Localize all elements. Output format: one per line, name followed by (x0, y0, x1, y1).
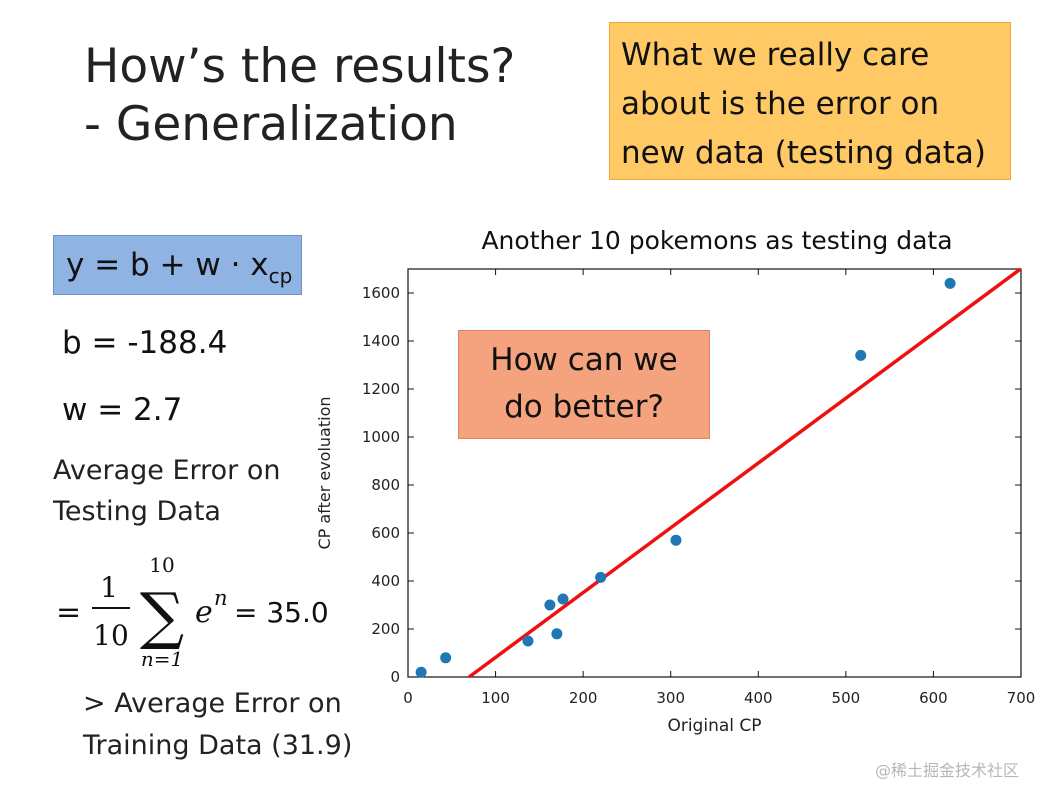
fraction-denominator: 10 (93, 619, 129, 652)
y-tick-label: 1000 (362, 428, 400, 446)
improvement-question: How can we do better? (458, 330, 710, 439)
advice-line-1: How can we (490, 342, 678, 378)
data-points (415, 277, 956, 678)
formula-main: y = b + w · x (66, 247, 269, 283)
sigma-symbol: ∑ (140, 579, 184, 652)
x-tick-label: 300 (656, 689, 685, 707)
average-error-line-2: Testing Data (53, 496, 221, 527)
note-line-1: What we really care (621, 37, 930, 73)
y-tick-label: 0 (390, 668, 400, 686)
data-point (670, 534, 682, 546)
x-tick-label: 700 (1007, 689, 1036, 707)
data-point (415, 666, 427, 678)
advice-line-2: do better? (504, 389, 664, 425)
model-formula: y = b + w · xcp (53, 235, 302, 295)
title-line-1: How’s the results? (84, 39, 516, 94)
x-tick-label: 100 (481, 689, 510, 707)
x-axis-label: Original CP (667, 716, 761, 736)
training-error-comparison: > Average Error on Training Data (31.9) (83, 683, 352, 767)
axis-ticks: 0 100 200 300 400 500 600 700 0 200 400 600 800 1000 1… (362, 269, 1036, 707)
average-error-formula: = 1 10 10 ∑ n=1 e n = 35.0 (56, 553, 329, 671)
average-error-line-1: Average Error on (53, 455, 281, 486)
data-point (440, 652, 452, 664)
comparison-line-1: > Average Error on (83, 688, 342, 719)
weight-value: w = 2.7 (62, 392, 183, 428)
sum-equals: = (56, 595, 81, 630)
y-tick-label: 1600 (362, 284, 400, 302)
testing-data-scatter-chart: Another 10 pokemons as testing data 0 100… (315, 226, 1036, 736)
watermark: @稀土掘金技术社区 (875, 761, 1020, 780)
data-point (944, 277, 956, 289)
fraction-numerator: 1 (100, 571, 118, 604)
x-tick-label: 500 (832, 689, 861, 707)
sum-upper-limit: 10 (149, 553, 174, 577)
x-tick-label: 200 (569, 689, 598, 707)
data-point (557, 593, 569, 605)
x-tick-label: 400 (744, 689, 773, 707)
chart-title: Another 10 pokemons as testing data (481, 226, 952, 255)
data-point (855, 349, 867, 361)
data-point (595, 571, 607, 583)
y-tick-label: 600 (371, 524, 400, 542)
average-error-label: Average Error on Testing Data (53, 450, 280, 532)
x-tick-label: 600 (919, 689, 948, 707)
error-term: e (195, 595, 213, 630)
regression-line (468, 267, 1022, 679)
data-point (551, 628, 563, 640)
y-tick-label: 1200 (362, 380, 400, 398)
note-line-3: new data (testing data) (621, 135, 986, 171)
testing-error-note: What we really care about is the error o… (609, 22, 1011, 180)
formula-subscript: cp (268, 264, 293, 288)
y-tick-label: 400 (371, 572, 400, 590)
note-line-2: about is the error on (621, 86, 940, 122)
error-term-exponent: n (214, 586, 228, 610)
data-point (544, 599, 556, 611)
comparison-line-2: Training Data (31.9) (83, 730, 353, 761)
bias-value: b = -188.4 (62, 325, 228, 361)
sum-result: = 35.0 (234, 596, 329, 629)
sum-lower-limit: n=1 (141, 647, 183, 671)
y-tick-label: 200 (371, 620, 400, 638)
x-tick-label: 0 (403, 689, 413, 707)
y-tick-label: 800 (371, 476, 400, 494)
y-tick-label: 1400 (362, 332, 400, 350)
y-axis-label: CP after evoluation (315, 397, 334, 550)
plot-frame (407, 268, 1022, 678)
data-point (522, 635, 534, 647)
slide-title: How’s the results? - Generalization (84, 38, 515, 154)
title-line-2: - Generalization (84, 97, 458, 152)
